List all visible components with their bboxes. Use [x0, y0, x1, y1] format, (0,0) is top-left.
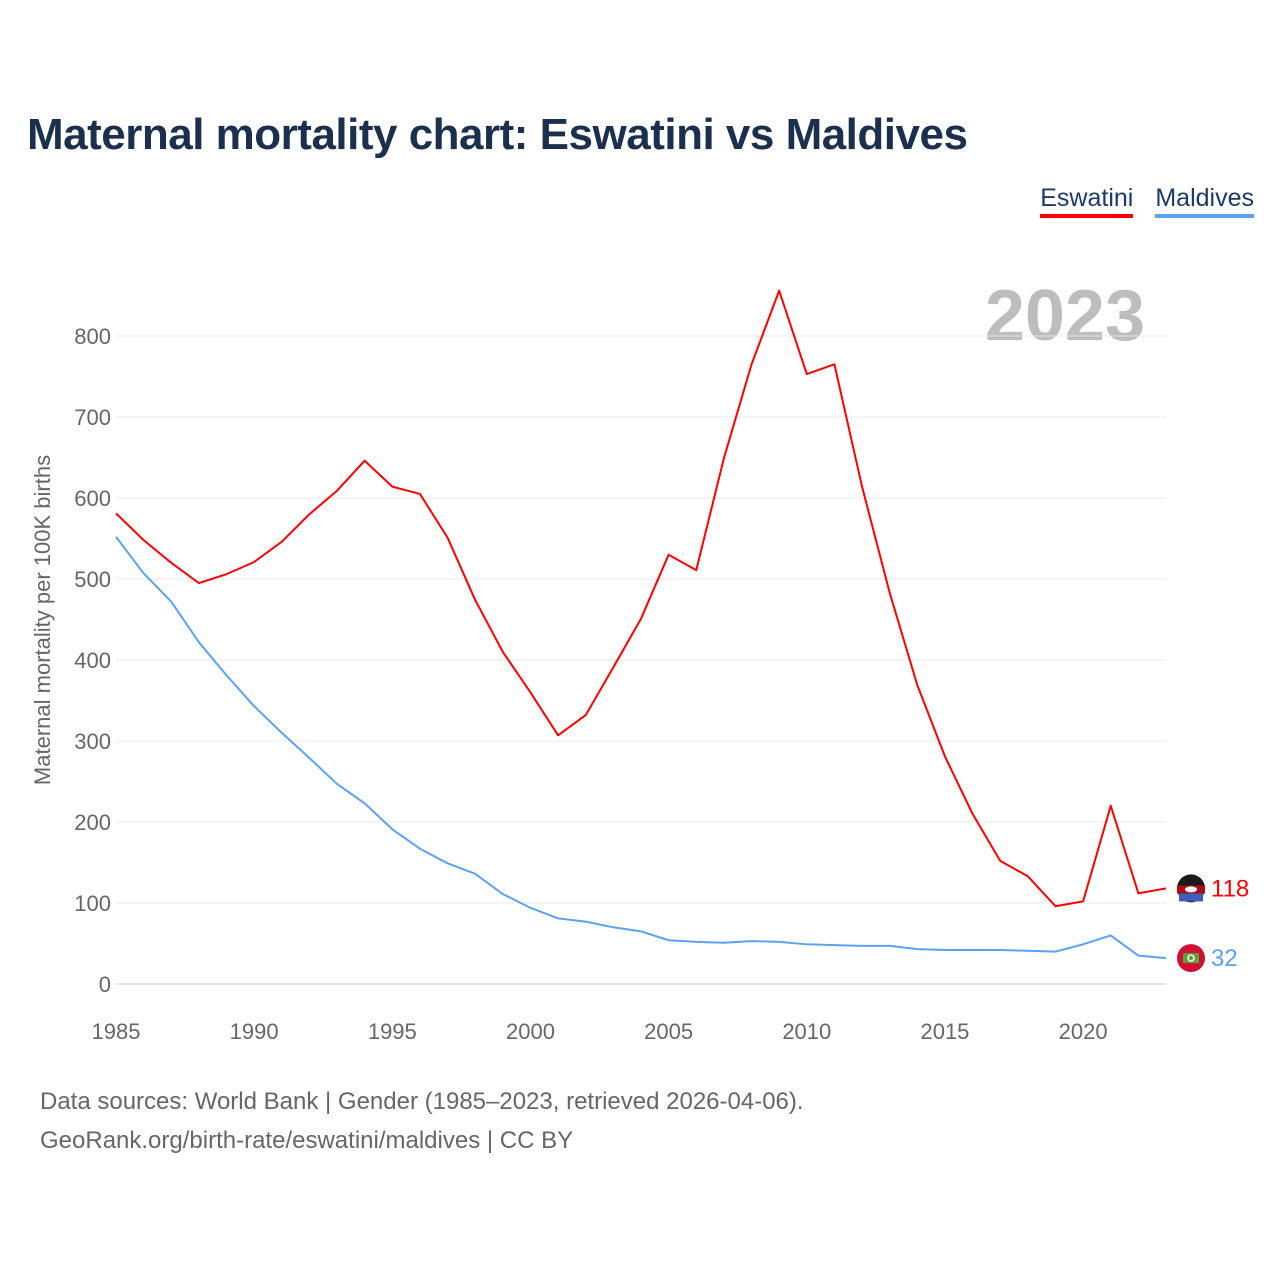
year-watermark: 2023: [985, 276, 1145, 356]
x-tick-label: 1990: [230, 1019, 279, 1044]
end-value-label: 118: [1211, 875, 1249, 902]
series-line-maldives: [115, 536, 1167, 960]
series-line-eswatini: [115, 289, 1167, 908]
chart-title: Maternal mortality chart: Eswatini vs Ma…: [27, 110, 968, 159]
credit-line: GeoRank.org/birth-rate/eswatini/maldives…: [40, 1127, 574, 1154]
y-tick-label: 500: [74, 567, 111, 592]
eswatini-flag-shield: [1185, 886, 1197, 893]
x-tick-label: 2005: [644, 1019, 693, 1044]
y-tick-label: 700: [74, 405, 111, 430]
y-tick-label: 0: [99, 972, 111, 997]
end-value-label: 32: [1211, 945, 1238, 972]
legend-item-maldives[interactable]: Maldives: [1155, 184, 1254, 218]
y-tick-label: 600: [74, 486, 111, 511]
eswatini-flag-band: [1179, 893, 1203, 902]
x-tick-label: 1995: [368, 1019, 417, 1044]
y-tick-label: 400: [74, 648, 111, 673]
x-tick-label: 1985: [92, 1019, 141, 1044]
y-axis-label: Maternal mortality per 100K births: [30, 455, 55, 785]
y-tick-label: 100: [74, 891, 111, 916]
x-tick-label: 2010: [782, 1019, 831, 1044]
x-tick-label: 2000: [506, 1019, 555, 1044]
y-tick-label: 300: [74, 729, 111, 754]
legend: Eswatini Maldives: [1040, 184, 1254, 218]
x-tick-label: 2015: [920, 1019, 969, 1044]
legend-item-eswatini[interactable]: Eswatini: [1040, 184, 1134, 218]
x-tick-label: 2020: [1059, 1019, 1108, 1044]
source-line: Data sources: World Bank | Gender (1985–…: [40, 1088, 804, 1115]
y-tick-label: 800: [74, 324, 111, 349]
maldives-flag-field: [1183, 953, 1199, 964]
y-tick-label: 200: [74, 810, 111, 835]
maldives-flag-crescent: [1187, 954, 1195, 962]
